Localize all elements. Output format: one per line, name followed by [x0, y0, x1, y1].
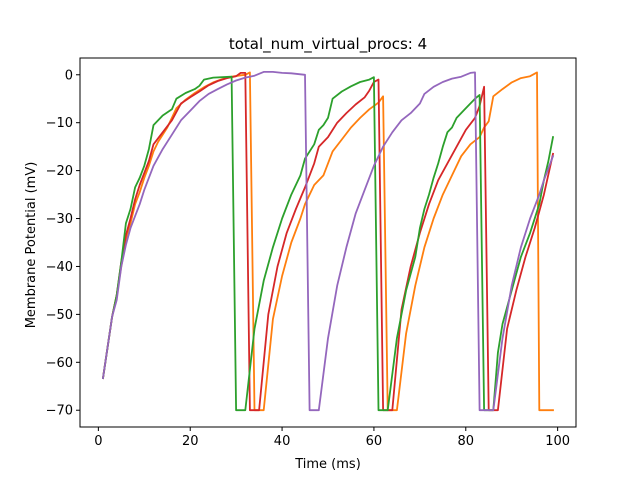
- x-tick-label: 40: [274, 434, 291, 449]
- x-axis: 0 20 40 60 80 100: [94, 427, 570, 449]
- y-tick-label: −30: [46, 212, 73, 227]
- y-tick-label: −10: [46, 116, 73, 131]
- y-tick-label: 0: [65, 68, 73, 83]
- x-tick-label: 60: [366, 434, 383, 449]
- y-tick-label: −70: [46, 404, 73, 419]
- y-tick-label: −60: [46, 356, 73, 371]
- series-line-4: [101, 71, 555, 412]
- series-line-3: [101, 75, 555, 412]
- x-axis-label: Time (ms): [294, 457, 361, 472]
- y-axis-label: Membrane Potential (mV): [24, 162, 39, 329]
- y-tick-label: −20: [46, 164, 73, 179]
- y-axis: −70 −60 −50 −40 −30 −20 −10 0: [46, 68, 80, 419]
- plot-area: [101, 71, 555, 412]
- x-tick-label: 0: [94, 434, 102, 449]
- x-tick-label: 80: [458, 434, 475, 449]
- x-tick-label: 100: [545, 434, 570, 449]
- chart-title: total_num_virtual_procs: 4: [229, 35, 427, 54]
- plot-frame: [79, 57, 577, 428]
- y-tick-label: −50: [46, 308, 73, 323]
- x-tick-label: 20: [182, 434, 199, 449]
- y-tick-label: −40: [46, 260, 73, 275]
